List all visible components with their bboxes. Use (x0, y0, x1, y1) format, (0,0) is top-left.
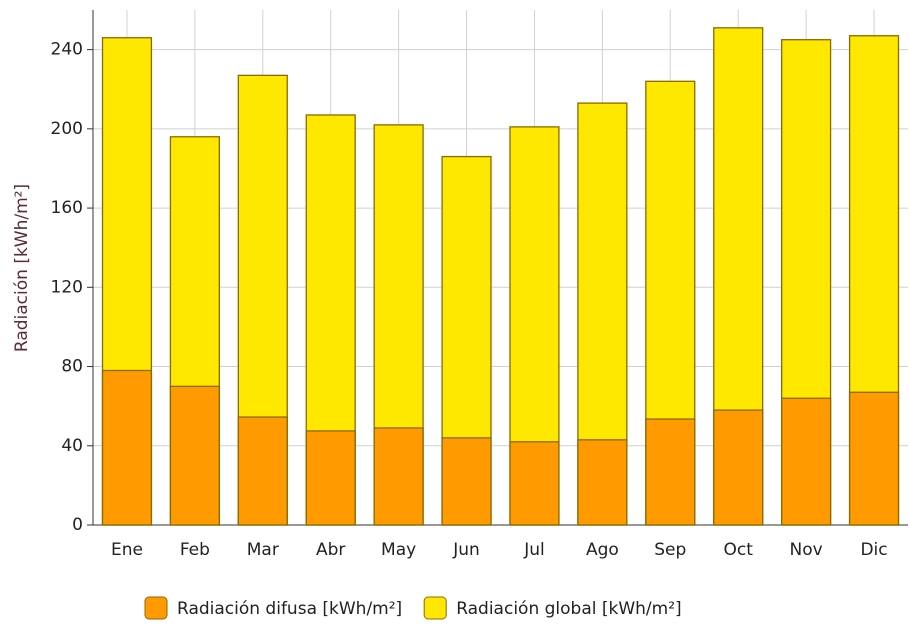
y-tick-label: 240 (51, 40, 83, 60)
bar (713, 409, 764, 526)
y-tick-label: 120 (51, 277, 83, 297)
x-tick-label: Jun (452, 540, 480, 560)
bar (848, 391, 900, 526)
x-tick-label: Mar (247, 540, 279, 560)
y-tick-label: 80 (61, 357, 83, 377)
x-tick-label: Ene (111, 540, 143, 560)
x-tick-label: Oct (724, 540, 754, 560)
bar (441, 437, 492, 526)
x-tick-label: Abr (316, 540, 345, 560)
bar (645, 418, 696, 526)
x-tick-label: Sep (654, 540, 686, 560)
x-tick-label: May (381, 540, 416, 560)
bar (509, 441, 560, 526)
x-tick-label: Jul (523, 540, 545, 560)
x-tick-label: Nov (790, 540, 823, 560)
bar (373, 427, 424, 526)
y-tick-label: 40 (61, 436, 83, 456)
bar (237, 416, 288, 526)
legend-label: Radiación global [kWh/m²] (456, 599, 681, 619)
x-tick-label: Feb (180, 540, 210, 560)
legend: Radiación difusa [kWh/m²] Radiación globa… (144, 596, 682, 620)
bar (305, 430, 356, 526)
y-axis-label: Radiación [kWh/m²] (12, 184, 32, 352)
y-tick-label: 200 (51, 119, 83, 139)
bar (781, 397, 832, 526)
bar (577, 439, 628, 526)
legend-swatch (144, 596, 168, 620)
bar (169, 385, 220, 526)
x-tick-label: Ago (586, 540, 619, 560)
bar (101, 369, 153, 526)
legend-label: Radiación difusa [kWh/m²] (177, 599, 402, 619)
legend-swatch (423, 596, 447, 620)
y-tick-label: 160 (51, 198, 83, 218)
y-tick-label: 0 (72, 515, 83, 535)
x-tick-label: Dic (860, 540, 887, 560)
